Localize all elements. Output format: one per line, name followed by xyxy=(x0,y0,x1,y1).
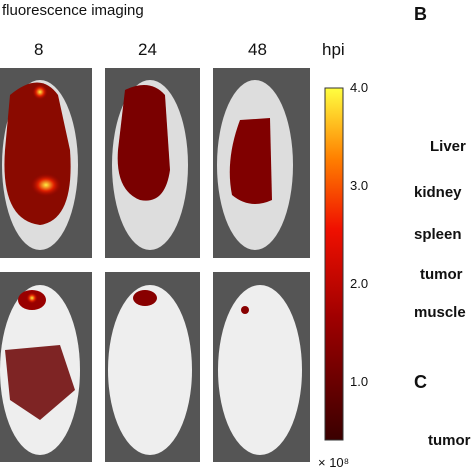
column-label: 48 xyxy=(248,40,267,59)
organ: Liver xyxy=(430,138,466,155)
tick-label: 2.0 xyxy=(350,276,369,291)
organ: muscle xyxy=(414,304,466,321)
multiplier: × 10⁸ xyxy=(318,455,350,470)
unit: hpi xyxy=(322,40,345,59)
row-1 xyxy=(0,68,310,258)
colorbar xyxy=(324,87,344,441)
organ: spleen xyxy=(414,226,462,243)
organ: tumor xyxy=(428,432,471,449)
column-label: 8 xyxy=(34,40,44,59)
tick-label: 4.0 xyxy=(350,80,369,95)
row-2 xyxy=(0,272,310,462)
organ: kidney xyxy=(414,184,462,201)
column-label: 24 xyxy=(138,40,157,59)
tick-label: 3.0 xyxy=(350,178,369,193)
organ: tumor xyxy=(420,266,463,283)
panel-label: B xyxy=(414,4,427,24)
tick-label: 1.0 xyxy=(350,374,369,389)
title: fluorescence imaging xyxy=(2,2,144,19)
panel-label: C xyxy=(414,372,427,392)
